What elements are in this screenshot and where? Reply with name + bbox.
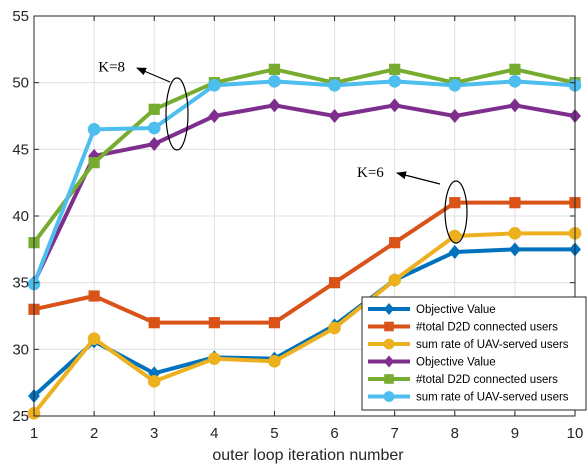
- x-tick-label: 4: [210, 425, 218, 442]
- data-point: [508, 227, 522, 240]
- legend-label: #total D2D connected users: [416, 322, 558, 334]
- legend-marker: [384, 321, 394, 332]
- data-point: [328, 321, 341, 335]
- x-tick-label: 1: [30, 425, 38, 442]
- y-tick-label: 35: [12, 275, 29, 292]
- x-tick-label: 5: [270, 425, 278, 442]
- legend-marker: [383, 338, 395, 350]
- legend-item: Objective Value: [368, 303, 496, 316]
- series-group: [27, 63, 582, 420]
- y-tick-label: 50: [12, 75, 29, 92]
- series-line: [33, 200, 575, 325]
- data-point: [268, 63, 281, 75]
- series-line: [32, 79, 576, 285]
- data-point: [508, 75, 522, 88]
- x-tick-label: 2: [90, 425, 98, 442]
- series-line: [32, 103, 576, 284]
- data-point: [147, 121, 161, 135]
- legend-marker: [383, 355, 395, 368]
- legend-box: [361, 296, 587, 411]
- y-tick-label: 55: [12, 8, 29, 25]
- data-point: [268, 98, 281, 113]
- data-point: [147, 375, 161, 388]
- data-point: [87, 332, 101, 345]
- data-point: [388, 75, 401, 88]
- annotations: K=8 K=6: [98, 59, 468, 244]
- data-point: [328, 277, 341, 289]
- data-point: [87, 123, 101, 136]
- data-point: [88, 157, 100, 169]
- data-point: [388, 98, 401, 113]
- data-point: [449, 197, 461, 209]
- data-point: [208, 317, 220, 329]
- data-point: [148, 137, 161, 151]
- legend-label: sum rate of UAV-served users: [416, 339, 569, 351]
- x-axis-label: outer loop iteration number: [212, 447, 404, 464]
- annotation-ellipse: [444, 180, 468, 244]
- legend-marker: [383, 303, 395, 315]
- series-line: [32, 247, 575, 398]
- legend-label: Objective Value: [416, 357, 496, 369]
- x-tick-label: 7: [390, 425, 398, 442]
- annotation-ellipse: [165, 77, 189, 151]
- y-tick-label: 25: [12, 408, 29, 425]
- data-point: [448, 229, 462, 243]
- legend-item: sum rate of UAV-served users: [368, 338, 569, 351]
- legend-item: #total D2D connected users: [368, 374, 558, 386]
- plot-frame: [33, 15, 576, 417]
- y-tick-label: 45: [12, 141, 29, 158]
- data-point: [208, 79, 221, 92]
- annotation-arrow: [396, 171, 441, 185]
- data-point: [508, 98, 521, 113]
- annotation-arrow: [136, 67, 171, 83]
- legend-item: #total D2D connected users: [368, 322, 558, 334]
- data-point: [268, 317, 281, 329]
- data-point: [148, 103, 160, 115]
- legend-item: sum rate of UAV-served users: [368, 391, 569, 404]
- legend-marker: [384, 374, 394, 384]
- legend-label: #total D2D connected users: [416, 374, 558, 386]
- data-point: [328, 79, 341, 92]
- data-point: [508, 242, 521, 257]
- legend-label: sum rate of UAV-served users: [416, 392, 569, 404]
- data-point: [509, 197, 521, 209]
- series-line: [32, 67, 576, 244]
- data-point: [88, 290, 100, 302]
- data-point: [388, 273, 401, 287]
- annotation-k6: K=6: [357, 165, 384, 181]
- series-3: [27, 227, 582, 420]
- series-line: [32, 231, 575, 415]
- data-point: [389, 237, 401, 249]
- x-tick-label: 6: [330, 425, 338, 442]
- x-tick-label: 8: [451, 425, 459, 442]
- x-tick-label: 3: [150, 425, 158, 442]
- data-point: [268, 355, 281, 368]
- data-point: [389, 63, 401, 75]
- data-point: [448, 245, 461, 259]
- data-point: [448, 109, 461, 123]
- annotation-k8: K=8: [98, 59, 125, 75]
- x-tick-label: 10: [567, 425, 584, 442]
- legend: Objective Value #total D2D connected user…: [361, 296, 587, 411]
- data-point: [509, 63, 521, 75]
- legend-marker: [383, 391, 395, 402]
- y-tick-label: 30: [12, 341, 29, 358]
- data-point: [448, 79, 462, 92]
- legend-label: Objective Value: [416, 304, 496, 316]
- y-tick-label: 40: [12, 208, 29, 225]
- data-point: [268, 75, 281, 88]
- data-point: [328, 109, 341, 123]
- data-point: [148, 317, 160, 329]
- data-point: [208, 352, 221, 365]
- legend-item: Objective Value: [368, 355, 496, 369]
- data-point: [208, 109, 221, 123]
- x-tick-label: 9: [511, 425, 519, 442]
